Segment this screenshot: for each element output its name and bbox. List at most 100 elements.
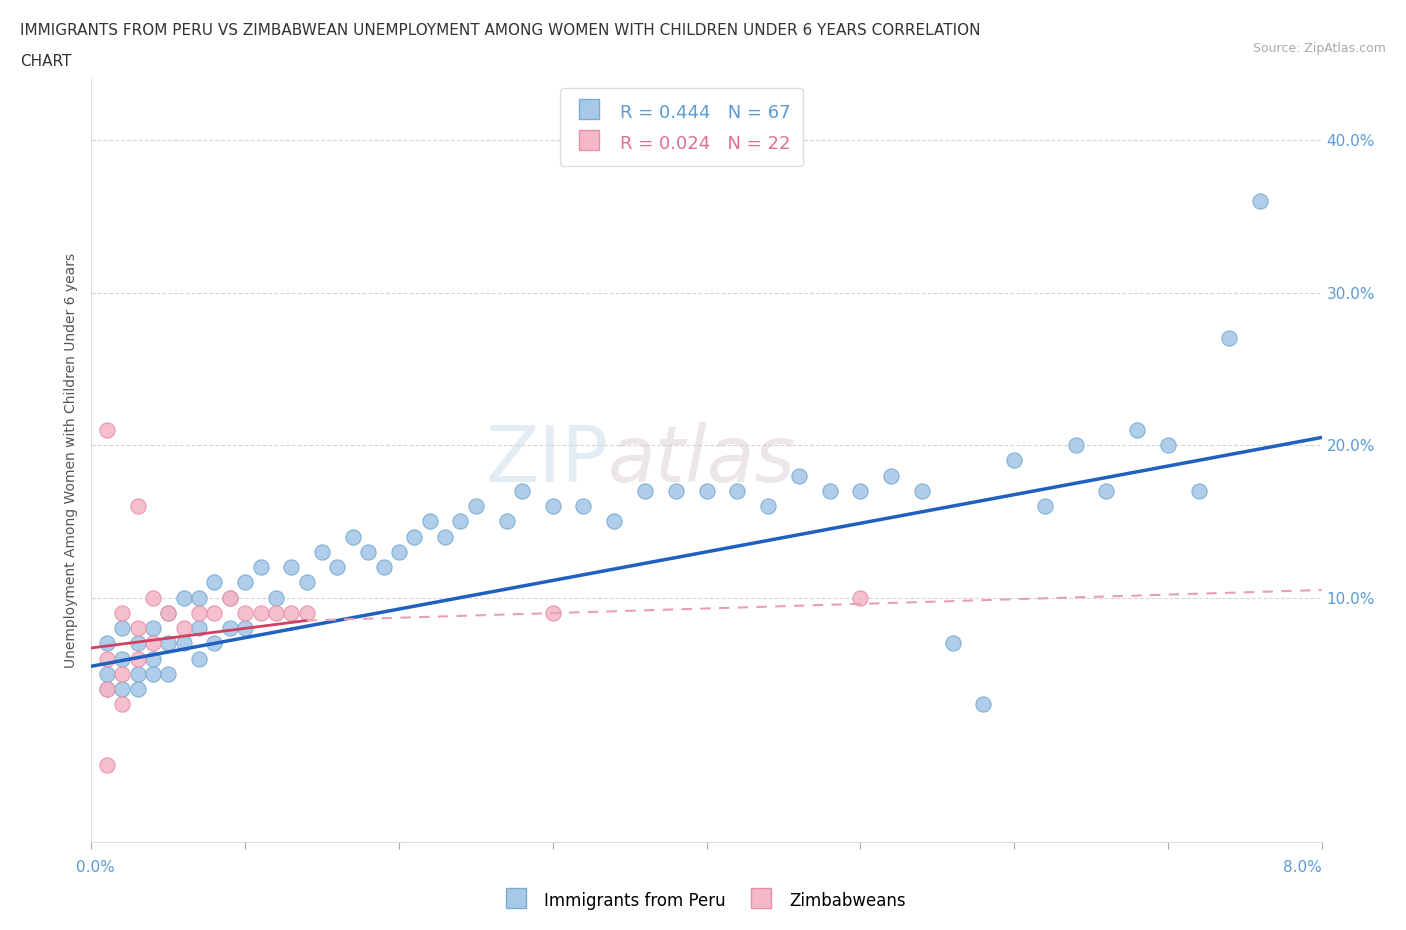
Point <box>357 544 380 559</box>
Point <box>1187 484 1209 498</box>
Point <box>326 560 349 575</box>
Point <box>280 560 302 575</box>
Point <box>111 605 134 620</box>
Point <box>142 667 165 682</box>
Point <box>188 620 211 635</box>
Point <box>541 605 564 620</box>
Point <box>202 575 225 590</box>
Point <box>188 591 211 605</box>
Point <box>96 758 118 773</box>
Point <box>111 620 134 635</box>
Point <box>264 605 287 620</box>
Point <box>1126 422 1149 437</box>
Point <box>202 605 225 620</box>
Point <box>449 514 471 529</box>
Point <box>111 697 134 711</box>
Text: 8.0%: 8.0% <box>1282 860 1322 875</box>
Point <box>1033 498 1056 513</box>
Y-axis label: Unemployment Among Women with Children Under 6 years: Unemployment Among Women with Children U… <box>65 253 79 668</box>
Point <box>96 667 118 682</box>
Point <box>188 651 211 666</box>
Point <box>295 605 318 620</box>
Point <box>127 667 149 682</box>
Text: CHART: CHART <box>20 54 72 69</box>
Text: Source: ZipAtlas.com: Source: ZipAtlas.com <box>1253 42 1386 55</box>
Point <box>173 620 195 635</box>
Point <box>127 651 149 666</box>
Point <box>1157 438 1180 453</box>
Point <box>695 484 717 498</box>
Point <box>142 651 165 666</box>
Point <box>96 651 118 666</box>
Text: 0.0%: 0.0% <box>76 860 115 875</box>
Point <box>157 667 180 682</box>
Point <box>603 514 626 529</box>
Point <box>818 484 841 498</box>
Point <box>311 544 333 559</box>
Point <box>495 514 517 529</box>
Point <box>388 544 411 559</box>
Point <box>1249 193 1271 208</box>
Point <box>173 636 195 651</box>
Point <box>787 468 810 483</box>
Point <box>96 682 118 697</box>
Point <box>634 484 657 498</box>
Text: atlas: atlas <box>607 422 796 498</box>
Point <box>1064 438 1087 453</box>
Point <box>127 682 149 697</box>
Point <box>142 636 165 651</box>
Point <box>96 422 118 437</box>
Point <box>142 591 165 605</box>
Point <box>510 484 533 498</box>
Point <box>96 636 118 651</box>
Point <box>880 468 903 483</box>
Text: ZIP: ZIP <box>485 422 607 498</box>
Point <box>233 605 256 620</box>
Point <box>725 484 748 498</box>
Point <box>111 651 134 666</box>
Point <box>127 498 149 513</box>
Point <box>849 591 872 605</box>
Point <box>541 498 564 513</box>
Point <box>419 514 441 529</box>
Point <box>96 682 118 697</box>
Legend: R = 0.444   N = 67, R = 0.024   N = 22: R = 0.444 N = 67, R = 0.024 N = 22 <box>561 88 803 166</box>
Point <box>249 605 271 620</box>
Point <box>233 575 256 590</box>
Point <box>572 498 595 513</box>
Point <box>218 591 240 605</box>
Point <box>1002 453 1025 468</box>
Point <box>280 605 302 620</box>
Point <box>434 529 457 544</box>
Point <box>111 667 134 682</box>
Point <box>188 605 211 620</box>
Point <box>756 498 779 513</box>
Point <box>157 636 180 651</box>
Point <box>127 636 149 651</box>
Point <box>218 591 240 605</box>
Point <box>173 591 195 605</box>
Point <box>127 620 149 635</box>
Point <box>665 484 688 498</box>
Point <box>464 498 486 513</box>
Point <box>142 620 165 635</box>
Point <box>404 529 426 544</box>
Point <box>1218 331 1240 346</box>
Point <box>233 620 256 635</box>
Point <box>264 591 287 605</box>
Point <box>111 682 134 697</box>
Point <box>911 484 934 498</box>
Legend: Immigrants from Peru, Zimbabweans: Immigrants from Peru, Zimbabweans <box>494 884 912 917</box>
Point <box>249 560 271 575</box>
Point <box>941 636 963 651</box>
Point <box>157 605 180 620</box>
Text: IMMIGRANTS FROM PERU VS ZIMBABWEAN UNEMPLOYMENT AMONG WOMEN WITH CHILDREN UNDER : IMMIGRANTS FROM PERU VS ZIMBABWEAN UNEMP… <box>20 23 980 38</box>
Point <box>218 620 240 635</box>
Point <box>342 529 364 544</box>
Point <box>295 575 318 590</box>
Point <box>849 484 872 498</box>
Point <box>202 636 225 651</box>
Point <box>1095 484 1118 498</box>
Point <box>373 560 395 575</box>
Point <box>972 697 994 711</box>
